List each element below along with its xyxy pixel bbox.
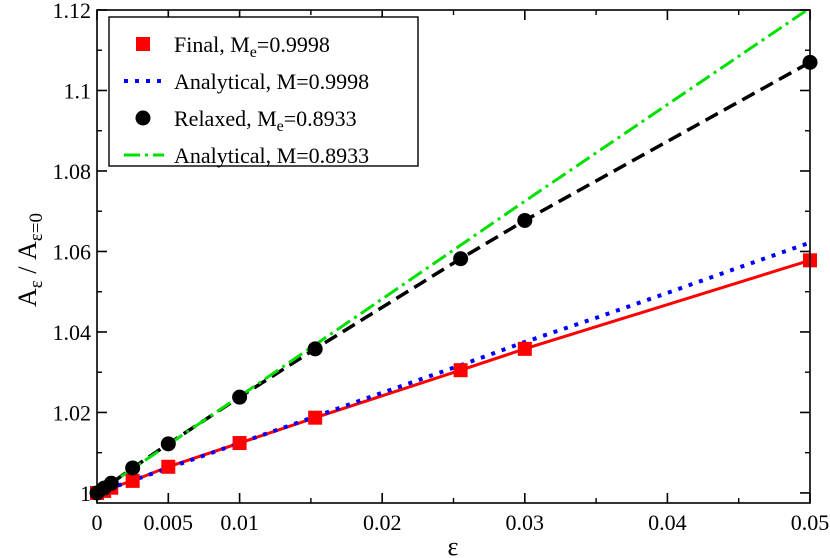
y-tick-label: 1.08 (53, 159, 92, 184)
svg-text:Aε / Aε=0: Aε / Aε=0 (13, 213, 47, 307)
x-tick-label: 0.005 (144, 510, 194, 535)
series-analytical-m-09998 (97, 240, 810, 495)
legend-marker (135, 110, 151, 126)
y-tick-label: 1.12 (53, 0, 92, 23)
data-point (453, 363, 468, 378)
y-tick-label: 1.02 (53, 400, 92, 425)
legend-entry: Final, Me=0.9998 (136, 32, 330, 61)
legend: Final, Me=0.9998 Analytical, M=0.9998 Rela… (108, 16, 419, 168)
data-point (161, 459, 176, 474)
data-point (307, 341, 323, 357)
y-tick-label: 1.1 (64, 78, 92, 103)
data-point (308, 410, 323, 425)
data-point (125, 460, 141, 476)
y-axis-title-sub2: ε=0 (26, 213, 47, 241)
legend-entry: Analytical, M=0.8933 (124, 143, 369, 168)
x-axis-title: ε (448, 532, 459, 558)
legend-label: Final, Me=0.9998 (174, 32, 330, 61)
data-point (517, 212, 533, 228)
legend-entry: Relaxed, Me=0.8933 (135, 106, 357, 135)
series-layer (89, 10, 818, 501)
x-tick-label: 0.05 (791, 510, 830, 535)
data-point (103, 475, 119, 491)
data-point (453, 251, 469, 267)
data-point (125, 473, 140, 488)
y-axis-title: Aε / Aε=0 (13, 213, 47, 307)
y-tick-label: 1.04 (53, 320, 92, 345)
legend-box (108, 16, 419, 167)
x-tick-label: 0.03 (506, 510, 545, 535)
x-tick-label: 0.04 (648, 510, 687, 535)
y-axis-title-base: A (13, 288, 42, 307)
x-tick-label: 0 (92, 510, 103, 535)
data-point (232, 436, 247, 451)
y-tick-label: 1.06 (53, 239, 92, 264)
legend-marker (136, 37, 150, 51)
y-axis-title-mid: / A (13, 241, 42, 280)
series-line (97, 10, 810, 495)
legend-label: Analytical, M=0.8933 (174, 143, 369, 168)
ticks-layer: 0 0.005 0.01 0.02 0.03 0.04 0.05 1 1.02 1.04 1.06 1… (53, 0, 830, 535)
x-tick-label: 0.02 (363, 510, 402, 535)
x-tick-label: 0.01 (220, 510, 259, 535)
data-point (160, 436, 176, 452)
y-axis-title-sub1: ε (26, 280, 47, 288)
series-line (97, 240, 810, 495)
series-analytical-m-08933 (97, 10, 810, 495)
legend-entry: Analytical, M=0.9998 (124, 69, 369, 94)
legend-label: Relaxed, Me=0.8933 (174, 106, 357, 135)
y-tick-label: 1 (80, 481, 91, 506)
data-point (232, 389, 248, 405)
data-point (517, 341, 532, 356)
series-line (97, 258, 810, 495)
legend-label: Analytical, M=0.9998 (174, 69, 369, 94)
series-final (97, 258, 810, 495)
